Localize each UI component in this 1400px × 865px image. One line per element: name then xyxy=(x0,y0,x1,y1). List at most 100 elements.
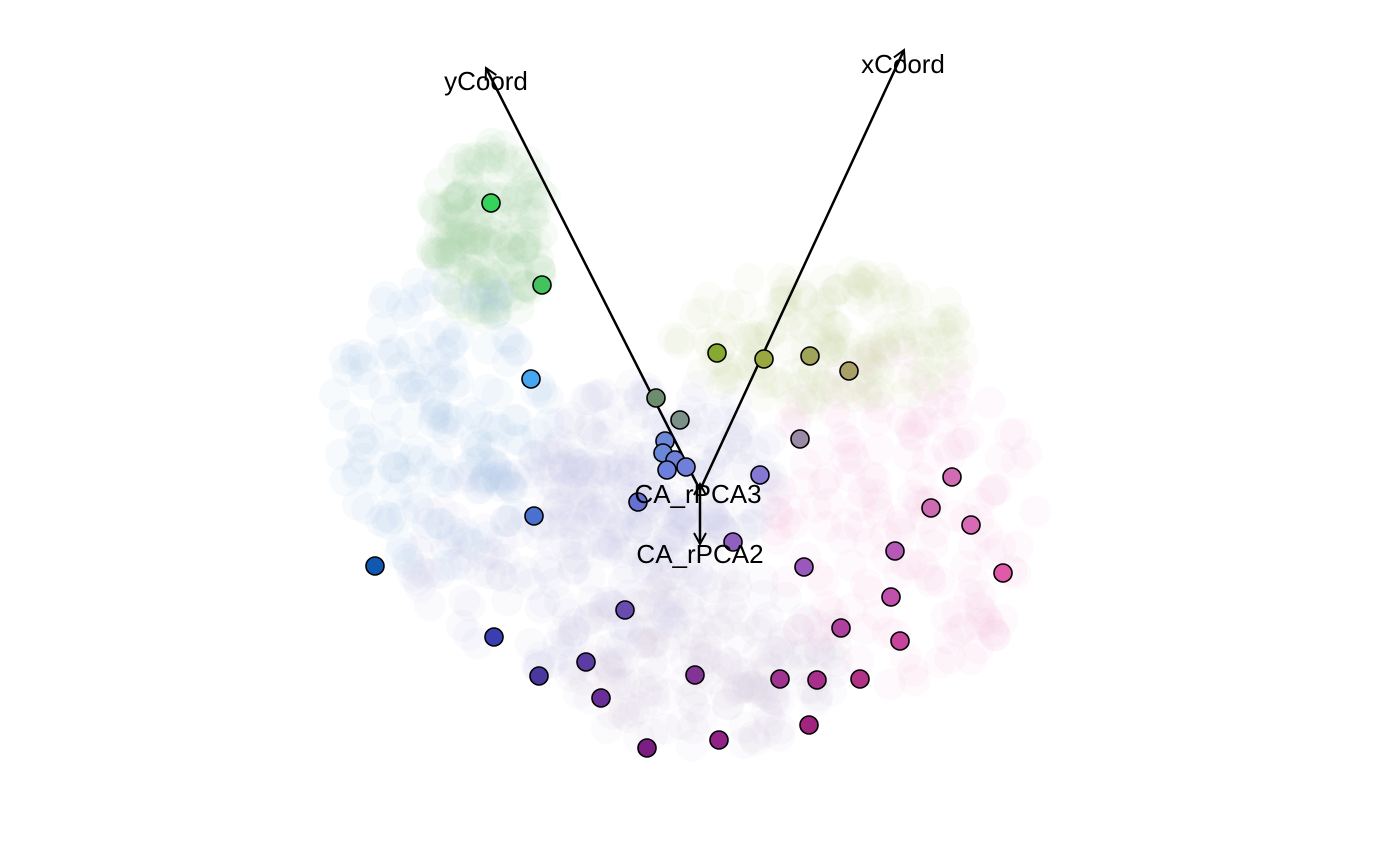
background-cell xyxy=(527,455,560,488)
background-cell xyxy=(958,529,991,562)
background-cell xyxy=(432,274,465,306)
background-cell xyxy=(934,326,967,359)
background-cell xyxy=(458,446,491,479)
background-cell xyxy=(441,183,474,216)
background-cell xyxy=(590,500,623,533)
background-cell xyxy=(542,407,575,440)
background-cell xyxy=(1010,437,1043,470)
background-cell xyxy=(538,567,570,600)
background-cell xyxy=(777,507,810,540)
background-cell xyxy=(425,365,458,398)
background-cell xyxy=(606,628,639,661)
background-cell xyxy=(474,258,507,291)
background-cell xyxy=(459,283,492,316)
background-cell xyxy=(896,654,929,687)
background-cell xyxy=(853,264,886,297)
background-cell xyxy=(844,266,877,299)
background-cell xyxy=(404,570,437,603)
background-cell xyxy=(500,404,533,437)
background-cell xyxy=(892,439,925,472)
background-cell xyxy=(587,591,620,624)
background-cell xyxy=(568,663,601,696)
background-cell xyxy=(612,433,645,465)
background-cell xyxy=(429,531,462,564)
background-cell xyxy=(677,712,710,745)
background-cell xyxy=(419,344,452,377)
background-cell xyxy=(835,436,868,469)
background-cell xyxy=(459,278,492,311)
background-cell xyxy=(850,340,883,373)
background-cell xyxy=(835,592,868,625)
background-cell xyxy=(697,586,730,619)
cluster-point xyxy=(707,343,727,363)
background-cell xyxy=(378,438,411,471)
background-cell xyxy=(522,242,554,275)
background-cell xyxy=(367,286,400,319)
background-cell xyxy=(844,510,877,543)
background-cell xyxy=(436,232,469,265)
background-cell xyxy=(914,564,947,597)
background-cell xyxy=(431,202,464,235)
background-cell xyxy=(879,277,912,310)
background-cell xyxy=(769,310,802,343)
background-cell xyxy=(429,315,462,348)
background-cell xyxy=(656,586,689,619)
cluster-point xyxy=(790,429,810,449)
background-cell xyxy=(613,459,646,492)
background-cell xyxy=(834,460,867,493)
background-cell xyxy=(587,480,620,512)
cluster-point xyxy=(676,457,696,477)
background-cell xyxy=(678,690,711,723)
background-cell xyxy=(908,388,940,421)
background-cell xyxy=(532,556,565,589)
background-cell xyxy=(789,447,822,480)
cluster-point xyxy=(532,275,552,295)
background-cell xyxy=(456,222,489,255)
background-cell xyxy=(653,523,686,556)
background-cell xyxy=(500,253,533,286)
background-cell xyxy=(465,443,498,476)
background-cell xyxy=(452,168,485,200)
background-cell xyxy=(883,510,916,543)
background-cell xyxy=(623,666,656,699)
background-cell xyxy=(813,487,845,520)
background-cell xyxy=(859,463,892,495)
background-cell xyxy=(556,443,589,476)
background-cell xyxy=(750,715,783,748)
background-cell xyxy=(573,476,606,509)
background-cell xyxy=(703,436,736,469)
background-cell xyxy=(344,423,377,456)
background-cell xyxy=(625,441,658,473)
background-cell xyxy=(753,317,786,350)
background-cell xyxy=(480,461,513,494)
background-cell xyxy=(705,474,738,507)
background-cell xyxy=(555,467,588,500)
background-cell xyxy=(436,351,469,384)
background-cell xyxy=(386,529,418,562)
background-cell xyxy=(579,456,612,489)
background-cell xyxy=(768,620,800,653)
background-cell xyxy=(496,471,529,504)
background-cell xyxy=(947,426,980,459)
background-cell xyxy=(426,465,459,498)
background-cell xyxy=(547,452,580,485)
background-cell xyxy=(536,528,569,561)
background-cell xyxy=(954,643,987,676)
cluster-point xyxy=(890,631,910,651)
background-cell xyxy=(809,511,842,543)
background-cell xyxy=(398,283,431,316)
background-cell xyxy=(909,369,941,402)
background-cell xyxy=(822,378,855,410)
background-cell xyxy=(471,521,504,554)
background-cell xyxy=(923,565,956,598)
background-cell xyxy=(593,651,626,683)
cluster-point xyxy=(615,600,635,620)
background-cell xyxy=(496,243,529,276)
background-cell xyxy=(486,259,519,292)
background-cell xyxy=(803,434,836,467)
background-cell xyxy=(352,423,385,456)
background-cell xyxy=(640,567,673,599)
background-cell xyxy=(559,528,592,561)
background-cell xyxy=(932,622,965,655)
background-cell xyxy=(440,406,473,438)
